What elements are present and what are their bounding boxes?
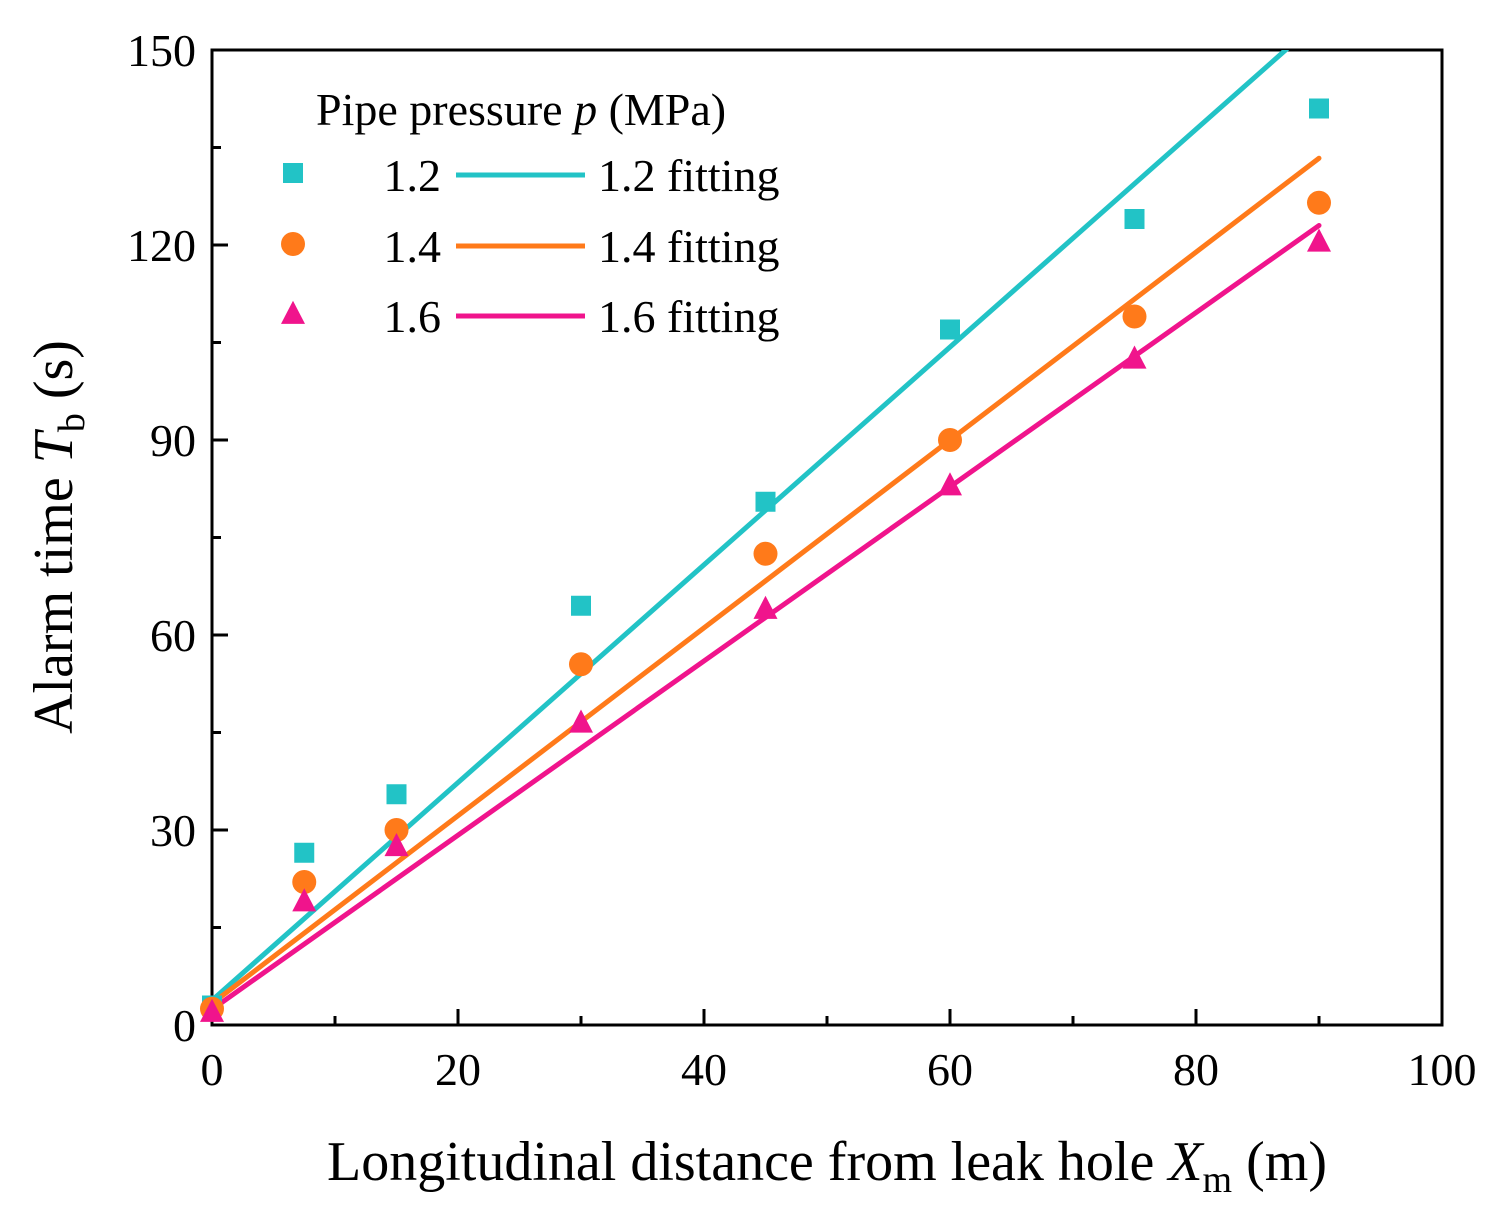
- data-points: [200, 98, 1331, 1022]
- legend-title: Pipe pressure p (MPa): [316, 84, 726, 135]
- data-point-1-2: [940, 319, 960, 340]
- x-tick-label: 100: [1408, 1044, 1477, 1095]
- legend-label: 1.6: [384, 291, 442, 342]
- data-point-1-4: [1122, 304, 1147, 329]
- data-point-1-6: [292, 888, 317, 912]
- data-point-1-2: [386, 784, 407, 805]
- x-tick-label: 60: [927, 1044, 973, 1095]
- legend-label: 1.2: [384, 150, 442, 201]
- legend-fit-label: 1.6 fitting: [598, 291, 779, 342]
- data-point-1-6: [200, 998, 224, 1022]
- data-point-1-6: [569, 709, 593, 733]
- y-tick-label: 150: [127, 25, 196, 76]
- data-point-1-6: [1307, 228, 1331, 252]
- x-tick-label: 20: [435, 1044, 481, 1095]
- legend-marker-1-4: [281, 232, 305, 256]
- legend-marker-1-2: [283, 163, 303, 183]
- x-tick-label: 0: [201, 1044, 224, 1095]
- y-axis-title: Alarm time Tb (s): [23, 340, 93, 734]
- legend-marker-1-6: [281, 300, 305, 324]
- x-tick-label: 80: [1173, 1044, 1219, 1095]
- data-point-1-2: [1309, 98, 1329, 119]
- data-point-1-4: [938, 428, 962, 452]
- legend-label: 1.4: [384, 221, 442, 272]
- data-point-1-2: [294, 842, 315, 863]
- data-point-1-6: [753, 595, 778, 619]
- y-tick-label: 60: [150, 610, 196, 661]
- data-point-1-4: [1307, 190, 1331, 215]
- data-point-1-4: [292, 870, 317, 894]
- fit-line-1-4: [212, 155, 1322, 1007]
- legend-entries: 1.2 1.2 fitting 1.4 1.4 fitting 1.6 1.6 fitti…: [281, 150, 779, 342]
- data-point-1-6: [938, 472, 962, 496]
- data-point-1-2: [1124, 209, 1145, 229]
- data-point-1-6: [384, 833, 409, 857]
- y-tick-label: 120: [127, 220, 196, 271]
- ticks-layer: 0 20 40 60 80 100 0 30 60 90 120 150: [127, 25, 1477, 1095]
- data-point-1-6: [1122, 345, 1147, 369]
- x-tick-label: 40: [681, 1044, 727, 1095]
- data-point-1-2: [755, 491, 776, 512]
- y-tick-label: 90: [150, 415, 196, 466]
- legend-fit-label: 1.2 fitting: [598, 150, 779, 201]
- y-tick-label: 30: [150, 805, 196, 856]
- data-point-1-4: [753, 541, 778, 566]
- y-tick-label: 0: [173, 1000, 196, 1051]
- data-point-1-4: [569, 652, 593, 677]
- data-point-1-2: [571, 595, 591, 616]
- legend-fit-label: 1.4 fitting: [598, 221, 779, 272]
- data-point-1-4: [384, 818, 409, 842]
- x-axis-title: Longitudinal distance from leak hole Xm …: [327, 1131, 1327, 1201]
